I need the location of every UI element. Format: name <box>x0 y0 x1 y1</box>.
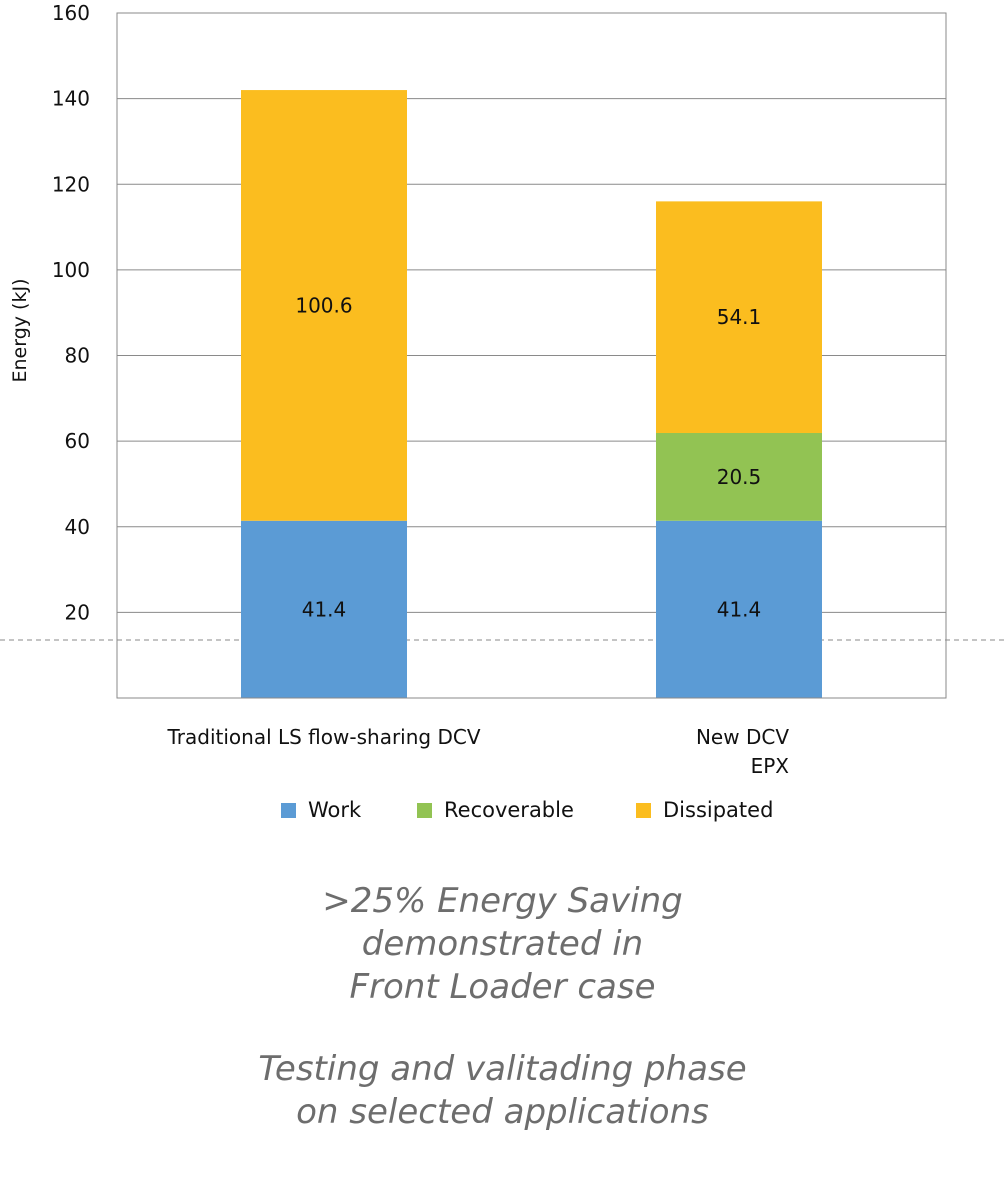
legend-item-dissipated: Dissipated <box>636 798 773 822</box>
note-line-2: demonstrated in <box>361 924 644 964</box>
legend-swatch <box>417 802 432 818</box>
category-label: New DCV <box>696 725 789 749</box>
bar-segment-recoverable <box>656 432 822 521</box>
y-tick-label: 100 <box>52 258 90 282</box>
data-label: 41.4 <box>302 597 347 621</box>
legend-swatch <box>636 802 651 818</box>
y-tick-label: 40 <box>65 515 90 539</box>
data-label: 20.5 <box>717 465 762 489</box>
legend-swatch <box>281 802 296 818</box>
note-line-4: Testing and valitading phase <box>258 1049 747 1089</box>
y-tick-label: 120 <box>52 172 90 196</box>
note-line-1: >25% Energy Saving <box>322 881 683 921</box>
legend-item-recoverable: Recoverable <box>417 798 574 822</box>
bar-segment-work <box>656 520 822 698</box>
y-tick-label: 80 <box>65 344 90 368</box>
bar-segment-dissipated <box>241 90 407 521</box>
legend-label: Dissipated <box>663 798 774 822</box>
note-line-3: Front Loader case <box>349 967 656 1007</box>
data-label: 41.4 <box>717 597 762 621</box>
data-label: 54.1 <box>717 305 762 329</box>
category-label: EPX <box>751 754 790 778</box>
legend-label: Work <box>308 798 362 822</box>
bar-segment-work <box>241 520 407 698</box>
y-tick-label: 160 <box>52 1 90 25</box>
plot-area-border <box>116 12 947 699</box>
data-label: 100.6 <box>295 293 352 317</box>
category-label: Traditional LS flow-sharing DCV <box>167 725 481 749</box>
y-tick-label: 60 <box>65 429 90 453</box>
note-line-5: on selected applications <box>296 1092 709 1132</box>
bar-chart: 20 40 60 80 100 120 140 160 41.4 100.6 41.4 20.5 54.… <box>0 1 1005 778</box>
legend: Work Recoverable Dissipated <box>0 798 1005 828</box>
y-tick-label: 20 <box>65 600 90 624</box>
legend-label: Recoverable <box>444 798 574 822</box>
bar-segment-dissipated <box>656 201 822 433</box>
y-tick-label: 140 <box>52 87 90 111</box>
y-axis-title: Energy (kJ) <box>9 279 31 383</box>
legend-item-work: Work <box>281 798 361 822</box>
